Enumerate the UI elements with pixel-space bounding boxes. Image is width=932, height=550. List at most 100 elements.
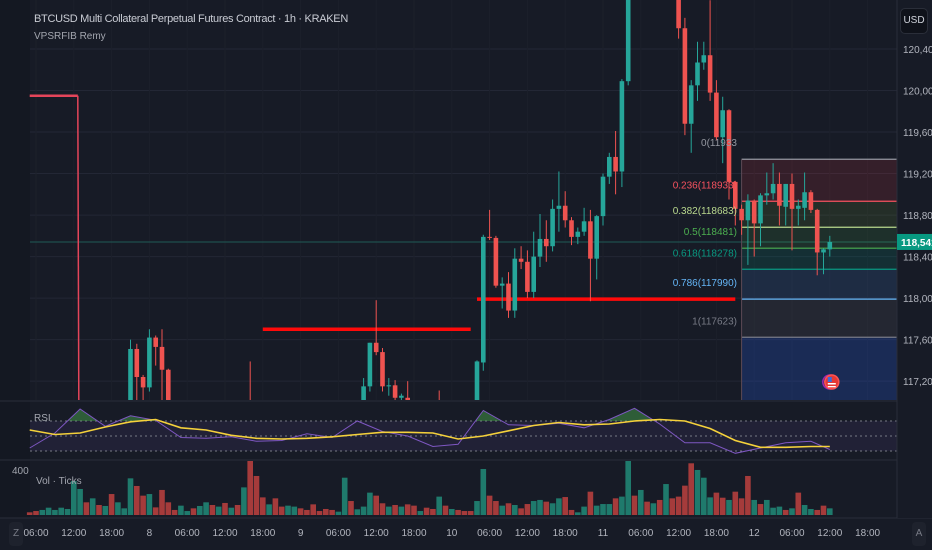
fib-level-label: 1(117623) xyxy=(692,316,737,327)
candle-up xyxy=(802,192,807,208)
volume-bar xyxy=(719,497,726,515)
time-axis-label: 8 xyxy=(147,528,153,539)
flag-stripe xyxy=(827,383,836,385)
candle-up xyxy=(361,386,366,400)
time-axis-label: 06:00 xyxy=(628,528,653,539)
volume-bar xyxy=(39,509,46,515)
volume-bar xyxy=(669,498,676,515)
volume-bar xyxy=(556,498,562,515)
volume-bar xyxy=(115,502,121,515)
volume-bar xyxy=(64,508,71,515)
candle-down xyxy=(506,283,511,311)
volume-bar xyxy=(209,505,216,515)
volume-bar xyxy=(745,475,751,515)
volume-bar xyxy=(266,504,272,515)
time-axis-label: 18:00 xyxy=(704,528,729,539)
volume-bar xyxy=(304,509,310,515)
level-lines[interactable] xyxy=(29,94,736,400)
currency-button[interactable]: USD xyxy=(900,8,928,34)
candle-down xyxy=(707,55,713,93)
volume-bar xyxy=(732,491,739,515)
volume-bar xyxy=(58,507,64,515)
price-axis-label: 118,400 xyxy=(903,253,932,264)
fib-level-label: 0.236(118933) xyxy=(673,180,737,191)
volume-bar xyxy=(486,495,493,515)
volume-bar xyxy=(600,504,606,515)
candle-down xyxy=(544,238,549,247)
volume-bar xyxy=(45,507,52,515)
volume-bar xyxy=(96,505,102,515)
price-axis-label: 117,200 xyxy=(903,377,932,388)
volume-bar xyxy=(619,496,625,515)
auto-scale-button[interactable]: A xyxy=(912,522,926,546)
candle-up xyxy=(556,205,562,209)
fib-level-label: 0.5(118481) xyxy=(684,227,737,238)
volume-label[interactable]: Vol · Ticks xyxy=(36,476,82,487)
time-axis-label: 06:00 xyxy=(175,528,200,539)
volume-bar xyxy=(228,507,235,515)
volume-bar xyxy=(310,504,316,515)
candle-down xyxy=(380,352,385,387)
volume-bar xyxy=(241,487,247,515)
volume-bar xyxy=(140,495,146,515)
price-axis[interactable] xyxy=(897,0,932,518)
time-axis-label: 10 xyxy=(446,528,458,539)
price-axis-label: 118,800 xyxy=(903,211,932,222)
candle-down xyxy=(373,342,379,353)
volume-bar xyxy=(575,512,581,515)
timezone-button[interactable]: Z xyxy=(9,522,23,546)
candle-up xyxy=(625,0,631,82)
candle-up xyxy=(619,81,625,172)
fibonacci-labels: 0(11933 0.236(118933) 0.382(118683) 0.5(118… xyxy=(673,138,738,327)
volume-bar xyxy=(323,508,329,515)
time-axis[interactable]: 06:00 12:00 18:00 8 06:00 12:00 18:00 9 06:00 12:… xyxy=(23,528,880,539)
last-price-badge xyxy=(897,233,932,250)
volume-bar xyxy=(316,511,323,515)
candle-down xyxy=(814,209,820,253)
rsi-ma-line xyxy=(29,418,830,449)
rsi-label[interactable]: RSI xyxy=(34,413,51,424)
grid xyxy=(30,0,897,400)
indicator-name[interactable]: VPSRFIB Remy xyxy=(34,31,106,42)
candle-up xyxy=(796,205,801,209)
volume-bar xyxy=(606,504,613,515)
volume-pane xyxy=(26,461,833,515)
volume-bar xyxy=(814,509,820,515)
time-axis-label: 18:00 xyxy=(553,528,578,539)
candle-up xyxy=(600,176,606,217)
event-marker[interactable] xyxy=(822,374,840,390)
volume-bar xyxy=(89,498,96,515)
volume-bar xyxy=(442,505,449,515)
time-axis-label: 12:00 xyxy=(666,528,691,539)
step-level-drop xyxy=(77,95,80,400)
volume-bar xyxy=(71,481,77,515)
volume-bar xyxy=(593,505,600,515)
fib-zone xyxy=(741,299,897,338)
volume-bar xyxy=(367,492,373,515)
time-axis-label: 18:00 xyxy=(250,528,275,539)
volume-bar xyxy=(190,508,197,515)
us-flag-icon xyxy=(822,374,840,390)
volume-bar xyxy=(493,501,499,515)
volume-bar xyxy=(354,509,361,515)
candle-up xyxy=(399,395,404,398)
volume-bar xyxy=(461,511,468,515)
volume-bar xyxy=(52,509,58,515)
chart-title[interactable]: BTCUSD Multi Collateral Perpetual Future… xyxy=(34,13,348,25)
rsi-pane xyxy=(29,407,897,454)
candle-down xyxy=(751,200,757,224)
volume-bar xyxy=(474,501,480,515)
volume-bar xyxy=(203,502,209,515)
price-axis-label: 119,200 xyxy=(903,170,932,181)
candle-down xyxy=(808,192,814,210)
candle-down xyxy=(613,156,618,172)
candle-up xyxy=(821,249,826,253)
volume-bar xyxy=(663,484,669,515)
candle-up xyxy=(550,208,555,247)
volume-bar xyxy=(291,506,298,515)
candle-down xyxy=(733,181,738,209)
candle-up xyxy=(531,256,536,292)
volume-bar xyxy=(694,469,701,515)
